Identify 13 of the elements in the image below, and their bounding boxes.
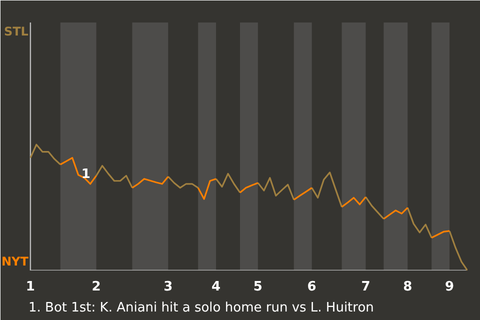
annotation: 1 (81, 166, 90, 182)
x-tick-label: 7 (361, 280, 370, 294)
x-tick-label: 6 (307, 280, 316, 294)
x-tick-label: 4 (212, 280, 221, 294)
x-tick-label: 5 (253, 280, 262, 294)
text: STL (4, 24, 29, 38)
x-tick-label: 2 (92, 280, 101, 294)
text: 1. Bot 1st: K. Aniani hit a solo home run vs L. Huitron (28, 300, 374, 316)
x-tick-label: 3 (164, 280, 173, 294)
x-tick-label: 9 (445, 280, 454, 294)
text: NYT (2, 254, 30, 268)
x-tick-label: 8 (403, 280, 412, 294)
x-tick-label: 1 (26, 280, 35, 294)
